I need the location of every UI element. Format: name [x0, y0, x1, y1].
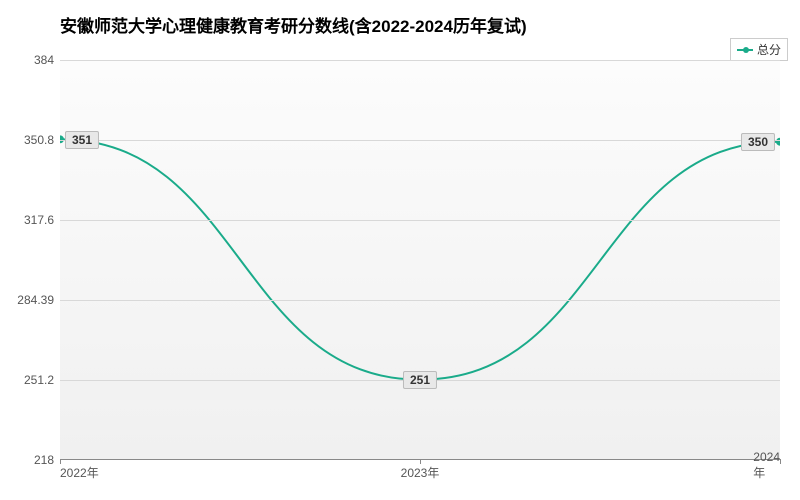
data-point-marker [776, 138, 780, 146]
y-tick-label: 218 [10, 453, 54, 467]
chart-container: 安徽师范大学心理健康教育考研分数线(含2022-2024历年复试) 总分 218… [0, 0, 800, 500]
y-tick-label: 350.8 [10, 133, 54, 147]
y-tick-label: 317.6 [10, 213, 54, 227]
y-gridline [60, 140, 780, 141]
chart-title: 安徽师范大学心理健康教育考研分数线(含2022-2024历年复试) [60, 12, 527, 37]
x-tick-label: 2024年 [753, 450, 780, 481]
x-tick-label: 2022年 [60, 464, 99, 481]
data-label: 251 [403, 371, 437, 389]
legend: 总分 [730, 38, 788, 61]
y-tick-label: 384 [10, 53, 54, 67]
plot-area: 218251.2284.39317.6350.83842022年2023年202… [60, 60, 780, 460]
legend-series-label: 总分 [757, 41, 781, 58]
y-gridline [60, 220, 780, 221]
data-label: 351 [65, 131, 99, 149]
data-label: 350 [741, 133, 775, 151]
y-gridline [60, 60, 780, 61]
y-tick-label: 284.39 [10, 293, 54, 307]
legend-marker-icon [737, 49, 753, 51]
x-tick-label: 2023年 [401, 464, 440, 481]
y-gridline [60, 300, 780, 301]
y-tick-label: 251.2 [10, 373, 54, 387]
line-path [60, 60, 780, 459]
